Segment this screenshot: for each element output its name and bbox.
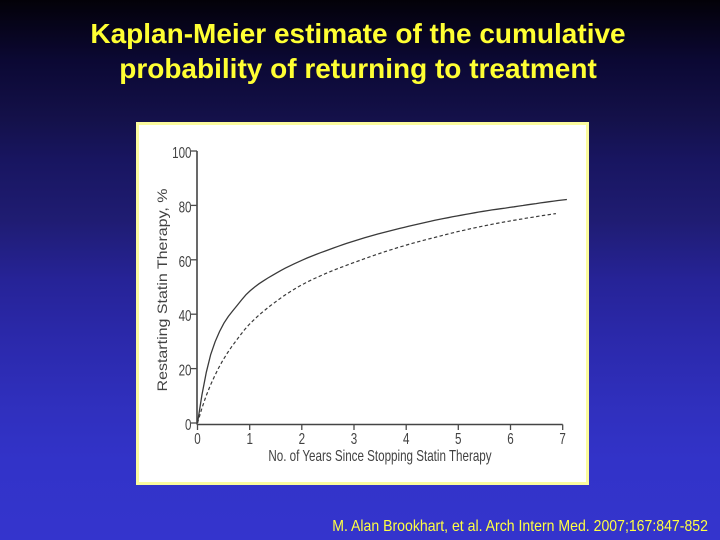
svg-text:40: 40: [179, 308, 192, 325]
svg-text:4: 4: [403, 430, 410, 447]
svg-text:2: 2: [299, 430, 305, 447]
svg-text:No. of Years Since Stopping St: No. of Years Since Stopping Statin Thera…: [268, 447, 491, 464]
svg-text:80: 80: [179, 199, 192, 216]
svg-text:60: 60: [179, 253, 192, 270]
svg-text:3: 3: [351, 430, 358, 447]
svg-text:100: 100: [172, 144, 192, 161]
svg-text:5: 5: [455, 430, 462, 447]
svg-text:0: 0: [194, 430, 201, 447]
svg-text:Restarting Statin Therapy, %: Restarting Statin Therapy, %: [155, 189, 171, 392]
svg-text:6: 6: [507, 430, 514, 447]
svg-text:7: 7: [559, 430, 565, 447]
svg-text:1: 1: [246, 430, 252, 447]
svg-text:0: 0: [185, 416, 192, 433]
svg-text:20: 20: [179, 362, 192, 379]
